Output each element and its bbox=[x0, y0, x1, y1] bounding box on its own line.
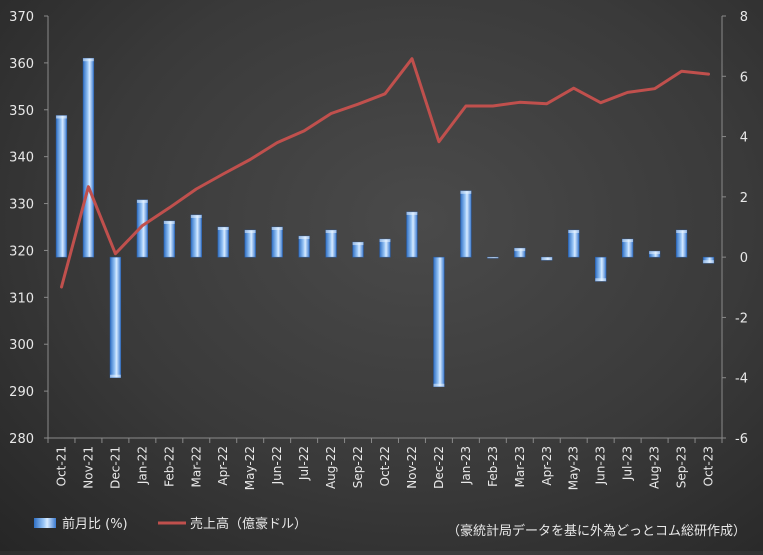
x-tick-label-May-22: May-22 bbox=[243, 446, 257, 490]
x-tick-label-May-23: May-23 bbox=[567, 446, 581, 490]
left-tick-label: 280 bbox=[9, 432, 34, 447]
x-tick-label-Sep-22: Sep-22 bbox=[351, 446, 365, 488]
left-tick-label: 310 bbox=[9, 291, 34, 306]
x-tick-label-Oct-22: Oct-22 bbox=[378, 446, 392, 486]
right-tick-label: 6 bbox=[740, 70, 748, 85]
bar-cap-Dec-21 bbox=[110, 374, 121, 378]
left-tick-label: 350 bbox=[9, 104, 34, 119]
x-tick-label-Mar-22: Mar-22 bbox=[189, 446, 203, 487]
bar-May-22 bbox=[244, 229, 256, 258]
x-tick-label-Jul-23: Jul-23 bbox=[621, 446, 635, 481]
bar-Feb-22 bbox=[163, 220, 175, 258]
bar-Nov-22 bbox=[406, 211, 418, 258]
axes-layer: 370 360 350 340 330 320 310 300 290 280 8 6 4 2 0 -2 -4 -… bbox=[9, 10, 748, 447]
right-tick-label: 0 bbox=[740, 251, 748, 266]
x-tick-label-Jun-22: Jun-22 bbox=[270, 446, 284, 485]
x-tick-label-Dec-21: Dec-21 bbox=[108, 446, 122, 489]
x-tick-labels: Oct-21 Nov-21 Dec-21 Jan-22 Feb-22 Mar-22 Apr-… bbox=[54, 446, 715, 490]
left-tick-label: 340 bbox=[9, 151, 34, 166]
left-tick-label: 330 bbox=[9, 198, 34, 213]
legend-bar-swatch bbox=[34, 518, 56, 528]
x-tick-label-Apr-23: Apr-23 bbox=[540, 446, 554, 486]
legend-bar-label: 前月比 (%) bbox=[62, 516, 128, 532]
x-tick-label-Aug-22: Aug-22 bbox=[324, 446, 338, 489]
bar-May-23 bbox=[568, 229, 580, 258]
x-tick-label-Dec-22: Dec-22 bbox=[432, 446, 446, 489]
x-tick-label-Jan-22: Jan-22 bbox=[135, 446, 149, 485]
bar-cap-Feb-22 bbox=[163, 220, 175, 224]
bar-cap-May-23 bbox=[568, 230, 580, 234]
bar-cap-Jan-22 bbox=[136, 199, 148, 203]
bar-cap-Jul-22 bbox=[298, 236, 310, 240]
right-tick-label: -6 bbox=[735, 432, 748, 447]
bar-Jun-22 bbox=[271, 226, 283, 258]
right-tick-label: -4 bbox=[735, 372, 748, 387]
left-tick-label: 300 bbox=[9, 338, 34, 353]
right-tick-label: -2 bbox=[735, 311, 748, 326]
left-tick-label: 290 bbox=[9, 385, 34, 400]
bar-cap-Jun-22 bbox=[271, 227, 283, 230]
x-tick-label-Aug-23: Aug-23 bbox=[648, 446, 662, 489]
bar-Jun-23 bbox=[595, 256, 607, 282]
bar-Oct-21 bbox=[55, 115, 68, 258]
bar-Apr-22 bbox=[217, 226, 229, 258]
x-tick-label-Apr-22: Apr-22 bbox=[216, 446, 230, 486]
bar-cap-Aug-23 bbox=[649, 251, 660, 255]
x-tick-label-Sep-23: Sep-23 bbox=[675, 446, 689, 488]
left-tick-label: 320 bbox=[9, 244, 34, 259]
bar-cap-Jan-23 bbox=[460, 190, 472, 194]
bar-Jan-23 bbox=[460, 190, 472, 258]
left-tick-label: 370 bbox=[9, 10, 34, 25]
x-tick-label-Oct-21: Oct-21 bbox=[54, 446, 68, 486]
bar-cap-Oct-22 bbox=[379, 239, 391, 243]
source-note: （豪統計局データを基に外為どっとコム総研作成） bbox=[447, 523, 746, 539]
right-tick-label: 2 bbox=[740, 191, 748, 206]
bar-cap-May-22 bbox=[244, 230, 256, 234]
bar-cap-Nov-22 bbox=[406, 211, 418, 215]
x-tick-label-Jan-23: Jan-23 bbox=[459, 446, 473, 485]
bar-Mar-22 bbox=[190, 214, 202, 258]
bar-cap-Sep-23 bbox=[676, 230, 687, 234]
legend-line-label: 売上高（億豪ドル） bbox=[190, 516, 307, 532]
bar-cap-Mar-23 bbox=[514, 248, 526, 252]
bar-Aug-22 bbox=[325, 229, 337, 258]
right-tick-label: 8 bbox=[740, 10, 748, 25]
bars-layer bbox=[55, 57, 715, 388]
sales-line bbox=[60, 57, 710, 289]
bar-cap-Dec-22 bbox=[433, 383, 445, 387]
x-tick-label-Nov-21: Nov-21 bbox=[81, 446, 95, 489]
x-tick-label-Jul-22: Jul-22 bbox=[297, 446, 311, 481]
x-tick-label-Mar-23: Mar-23 bbox=[513, 446, 527, 487]
bar-Dec-22 bbox=[433, 256, 445, 388]
bar-cap-Apr-23 bbox=[541, 257, 553, 261]
bar-cap-Mar-22 bbox=[190, 214, 202, 218]
left-tick-label: 360 bbox=[9, 57, 34, 72]
right-tick-label: 4 bbox=[740, 131, 748, 146]
bar-cap-Jun-23 bbox=[595, 278, 607, 282]
bar-Sep-23 bbox=[675, 229, 688, 258]
bar-cap-Jul-23 bbox=[622, 239, 634, 243]
x-tick-label-Nov-22: Nov-22 bbox=[405, 446, 419, 489]
bar-cap-Apr-22 bbox=[217, 227, 229, 230]
x-tick-label-Oct-23: Oct-23 bbox=[702, 446, 716, 486]
bar-Jul-22 bbox=[298, 235, 310, 258]
bar-cap-Oct-21 bbox=[56, 115, 67, 119]
line-layer bbox=[60, 57, 710, 289]
bar-cap-Nov-21 bbox=[83, 58, 94, 62]
legend: 前月比 (%) 売上高（億豪ドル） bbox=[34, 516, 307, 532]
x-tick-label-Jun-23: Jun-23 bbox=[594, 446, 608, 485]
bar-Nov-21 bbox=[82, 57, 95, 258]
bar-cap-Feb-23 bbox=[487, 257, 499, 259]
x-tick-label-Feb-23: Feb-23 bbox=[486, 446, 500, 487]
bar-cap-Oct-23 bbox=[703, 260, 714, 264]
bar-Dec-21 bbox=[109, 256, 122, 378]
bar-cap-Aug-22 bbox=[325, 230, 337, 234]
bar-cap-Sep-22 bbox=[352, 242, 364, 246]
x-tick-label-Feb-22: Feb-22 bbox=[162, 446, 176, 487]
